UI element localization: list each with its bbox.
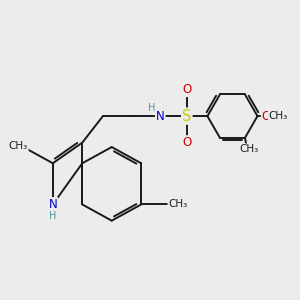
Text: H: H: [49, 211, 56, 221]
Text: H: H: [148, 103, 155, 113]
Text: CH₃: CH₃: [8, 141, 28, 151]
Text: CH₃: CH₃: [168, 200, 188, 209]
Text: N: N: [49, 198, 57, 211]
Text: N: N: [156, 110, 165, 123]
Text: CH₃: CH₃: [240, 144, 259, 154]
Text: CH₃: CH₃: [268, 111, 288, 121]
Text: O: O: [262, 110, 271, 123]
Text: S: S: [182, 109, 191, 124]
Text: O: O: [182, 136, 191, 149]
Text: O: O: [182, 83, 191, 96]
